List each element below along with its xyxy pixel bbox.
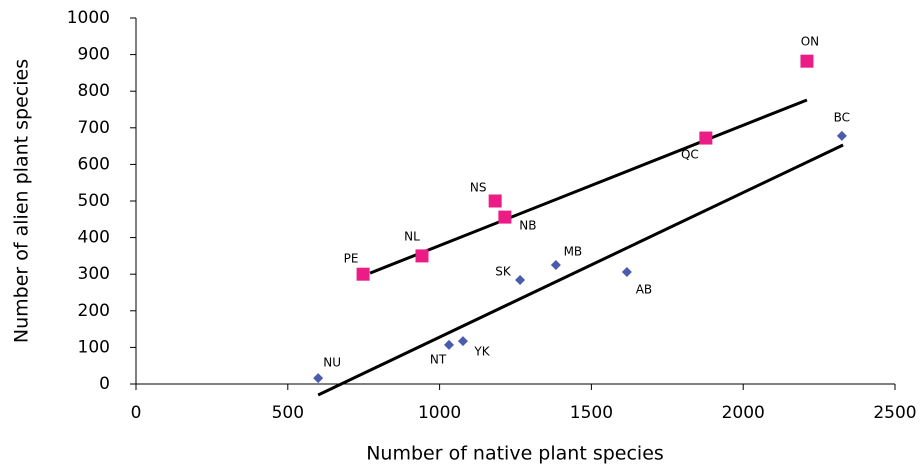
y-tick-label: 0 xyxy=(99,374,110,394)
point-label: NB xyxy=(519,219,536,233)
y-tick-label: 300 xyxy=(78,264,110,284)
y-tick-label: 600 xyxy=(78,154,110,174)
point-label: NS xyxy=(470,181,487,195)
y-axis-title: Number of alien plant species xyxy=(11,59,33,343)
point xyxy=(488,194,502,208)
x-tick-label: 2500 xyxy=(873,403,916,423)
y-tick-label: 200 xyxy=(78,301,110,321)
x-tick-label: 2000 xyxy=(722,403,765,423)
point xyxy=(800,54,814,68)
point xyxy=(699,131,713,145)
point xyxy=(415,249,429,263)
y-tick-label: 1000 xyxy=(67,8,110,28)
x-tick-label: 1000 xyxy=(418,403,461,423)
point-label: QC xyxy=(681,148,699,162)
x-tick-label: 0 xyxy=(131,403,142,423)
y-tick-label: 900 xyxy=(78,45,110,65)
point-label: ON xyxy=(801,35,819,49)
point-label: NT xyxy=(430,352,447,366)
y-tick-label: 400 xyxy=(78,228,110,248)
point-label: SK xyxy=(495,265,512,279)
point xyxy=(356,267,370,281)
point xyxy=(621,267,632,278)
y-tick-label: 100 xyxy=(78,337,110,357)
point xyxy=(515,275,526,286)
point-label: NU xyxy=(323,356,341,370)
point xyxy=(457,336,468,347)
point xyxy=(550,260,561,271)
point-label: NL xyxy=(404,229,420,243)
x-axis-title: Number of native plant species xyxy=(366,443,664,465)
point-label: PE xyxy=(344,252,359,266)
y-tick-label: 800 xyxy=(78,81,110,101)
point xyxy=(836,130,847,141)
x-tick-label: 1500 xyxy=(570,403,613,423)
x-tick-label: 500 xyxy=(272,403,304,423)
point xyxy=(313,373,324,384)
trendline xyxy=(369,98,808,275)
trendline xyxy=(317,143,844,397)
point xyxy=(498,210,512,224)
point-label: BC xyxy=(834,110,850,124)
y-tick-label: 500 xyxy=(78,191,110,211)
point-label: AB xyxy=(636,283,652,297)
point-label: MB xyxy=(564,245,583,259)
point-label: YK xyxy=(473,345,490,359)
point xyxy=(444,339,455,350)
y-tick-label: 700 xyxy=(78,118,110,138)
